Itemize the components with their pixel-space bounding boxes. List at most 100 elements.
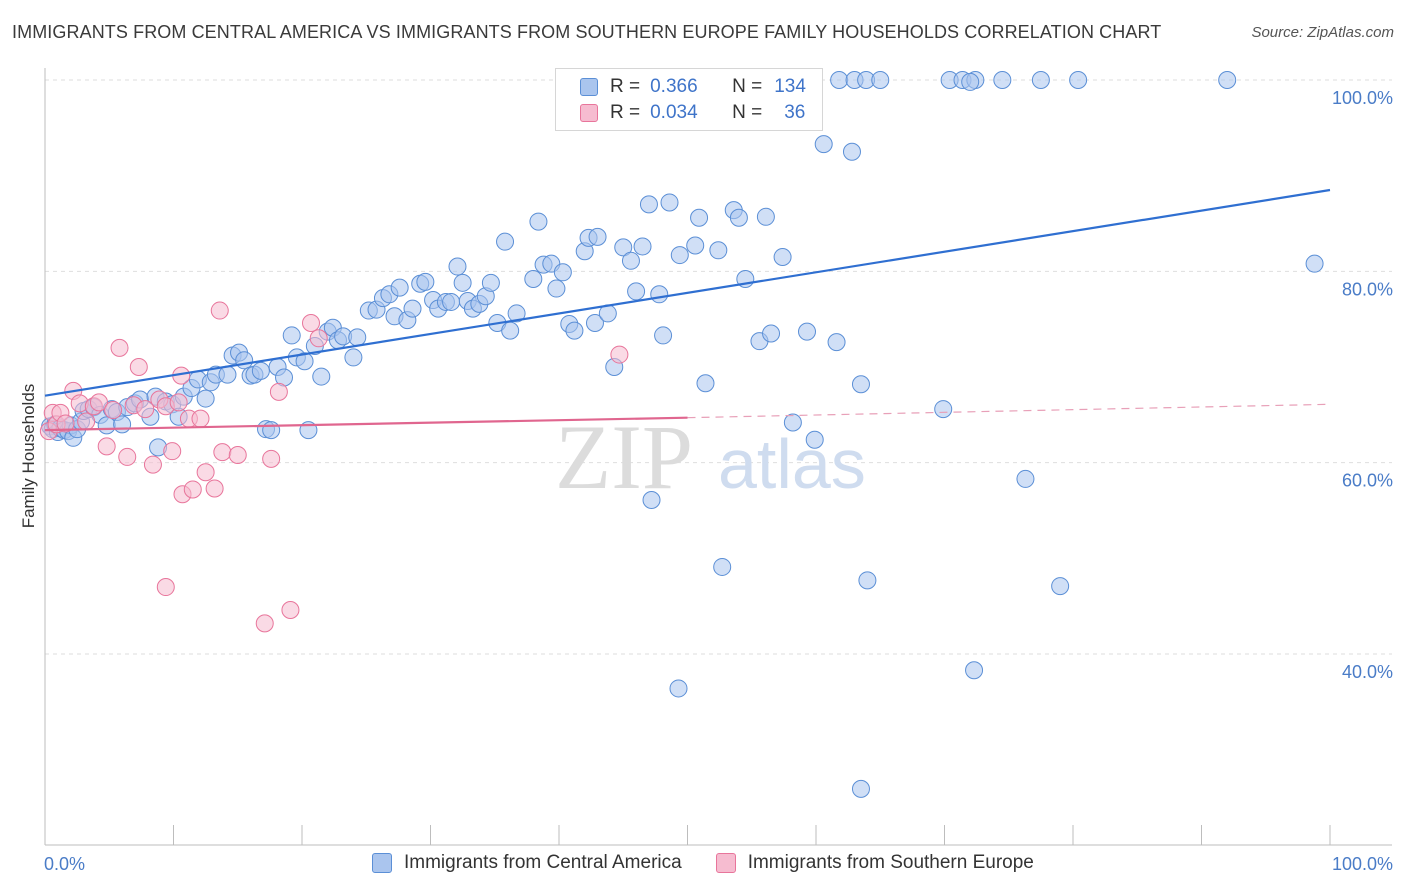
point-central-america (773, 247, 792, 266)
point-central-america (961, 72, 980, 91)
point-central-america (442, 292, 461, 311)
point-southern-europe (118, 447, 137, 466)
point-central-america (348, 328, 367, 347)
point-southern-europe (129, 358, 148, 376)
trend-line-southern-europe (44, 416, 688, 432)
point-central-america (588, 227, 607, 246)
y-tick-label: 80.0% (1342, 279, 1393, 299)
point-southern-europe (301, 313, 320, 332)
watermark-atlas: atlas (718, 425, 866, 503)
point-southern-europe (255, 614, 274, 633)
legend-n-value: 134 (774, 76, 806, 97)
point-southern-europe (136, 400, 155, 419)
point-central-america (805, 430, 824, 449)
trend-line-central-america (44, 188, 1331, 397)
point-central-america (650, 285, 669, 304)
point-central-america (614, 238, 633, 257)
point-central-america (196, 389, 215, 408)
point-southern-europe (183, 480, 202, 499)
point-southern-europe (610, 345, 629, 364)
point-southern-europe (143, 455, 162, 474)
legend-label-central-america: Immigrants from Central America (404, 852, 682, 873)
point-southern-europe (196, 463, 215, 482)
point-central-america (1016, 469, 1035, 488)
trend-lines (44, 188, 1331, 432)
legend-r-label: R = (610, 102, 641, 123)
y-tick-label: 60.0% (1342, 471, 1393, 491)
point-central-america (756, 207, 775, 226)
legend-swatch-pink (580, 104, 598, 122)
legend-item-southern-europe[interactable]: Immigrants from Southern Europe (715, 852, 1034, 874)
point-central-america (871, 71, 890, 89)
point-central-america (851, 779, 870, 798)
point-central-america (312, 367, 331, 386)
point-central-america (686, 236, 705, 255)
point-central-america (403, 299, 422, 318)
point-southern-europe (309, 329, 328, 348)
axis-labels: 40.0% 60.0% 80.0% 100.0% 0.0% 100.0% (44, 88, 1393, 874)
point-central-america (282, 326, 301, 345)
point-southern-europe (191, 409, 210, 428)
series-legend: Immigrants from Central America Immigran… (372, 852, 1068, 874)
point-southern-europe (281, 600, 300, 619)
point-central-america (547, 279, 566, 298)
point-central-america (448, 257, 467, 276)
point-southern-europe (213, 443, 232, 462)
point-central-america (858, 571, 877, 590)
series-southern-europe (39, 301, 629, 633)
point-central-america (218, 365, 237, 384)
point-southern-europe (77, 412, 96, 431)
legend-n-label: N = (732, 76, 763, 97)
y-tick-label: 40.0% (1342, 662, 1393, 682)
point-central-america (1031, 71, 1050, 89)
point-central-america (660, 193, 679, 212)
legend-n-value: 36 (784, 102, 806, 123)
point-central-america (553, 263, 572, 282)
point-central-america (501, 321, 520, 340)
point-central-america (814, 135, 833, 154)
legend-item-central-america[interactable]: Immigrants from Central America (372, 852, 682, 874)
chart-title: IMMIGRANTS FROM CENTRAL AMERICA VS IMMIG… (12, 22, 1162, 42)
legend-row-blue: R = 0.366 N = 134 (580, 75, 806, 99)
point-central-america (993, 71, 1012, 89)
point-central-america (669, 679, 688, 698)
point-central-america (842, 142, 861, 161)
point-central-america (934, 400, 953, 419)
point-central-america (529, 212, 548, 231)
point-central-america (621, 251, 640, 270)
point-southern-europe (228, 446, 247, 465)
point-central-america (713, 557, 732, 576)
point-central-america (1305, 254, 1324, 273)
point-central-america (639, 195, 658, 214)
point-central-america (496, 232, 515, 251)
legend-swatch-blue (580, 78, 598, 96)
legend-r-label: R = (610, 76, 641, 97)
point-central-america (627, 282, 646, 301)
point-central-america (670, 246, 689, 265)
point-central-america (709, 241, 728, 260)
legend-r-value: 0.034 (650, 102, 698, 123)
point-southern-europe (97, 437, 116, 456)
point-central-america (827, 333, 846, 352)
y-tick-label: 100.0% (1332, 88, 1393, 108)
point-central-america (524, 269, 543, 288)
watermark: ZIP atlas (555, 406, 866, 508)
point-southern-europe (104, 401, 123, 420)
watermark-zip: ZIP (555, 406, 693, 508)
point-central-america (783, 413, 802, 432)
point-central-america (416, 272, 435, 291)
point-southern-europe (210, 301, 229, 320)
point-southern-europe (169, 393, 188, 412)
point-central-america (481, 273, 500, 292)
point-central-america (851, 375, 870, 394)
point-central-america (344, 348, 363, 367)
point-southern-europe (56, 414, 75, 433)
point-central-america (507, 304, 526, 323)
point-central-america (965, 661, 984, 680)
point-central-america (642, 490, 661, 509)
legend-n-label: N = (732, 102, 763, 123)
axes (44, 68, 1392, 846)
point-central-america (1051, 577, 1070, 596)
point-central-america (390, 278, 409, 297)
legend-r-value: 0.366 (650, 76, 698, 97)
